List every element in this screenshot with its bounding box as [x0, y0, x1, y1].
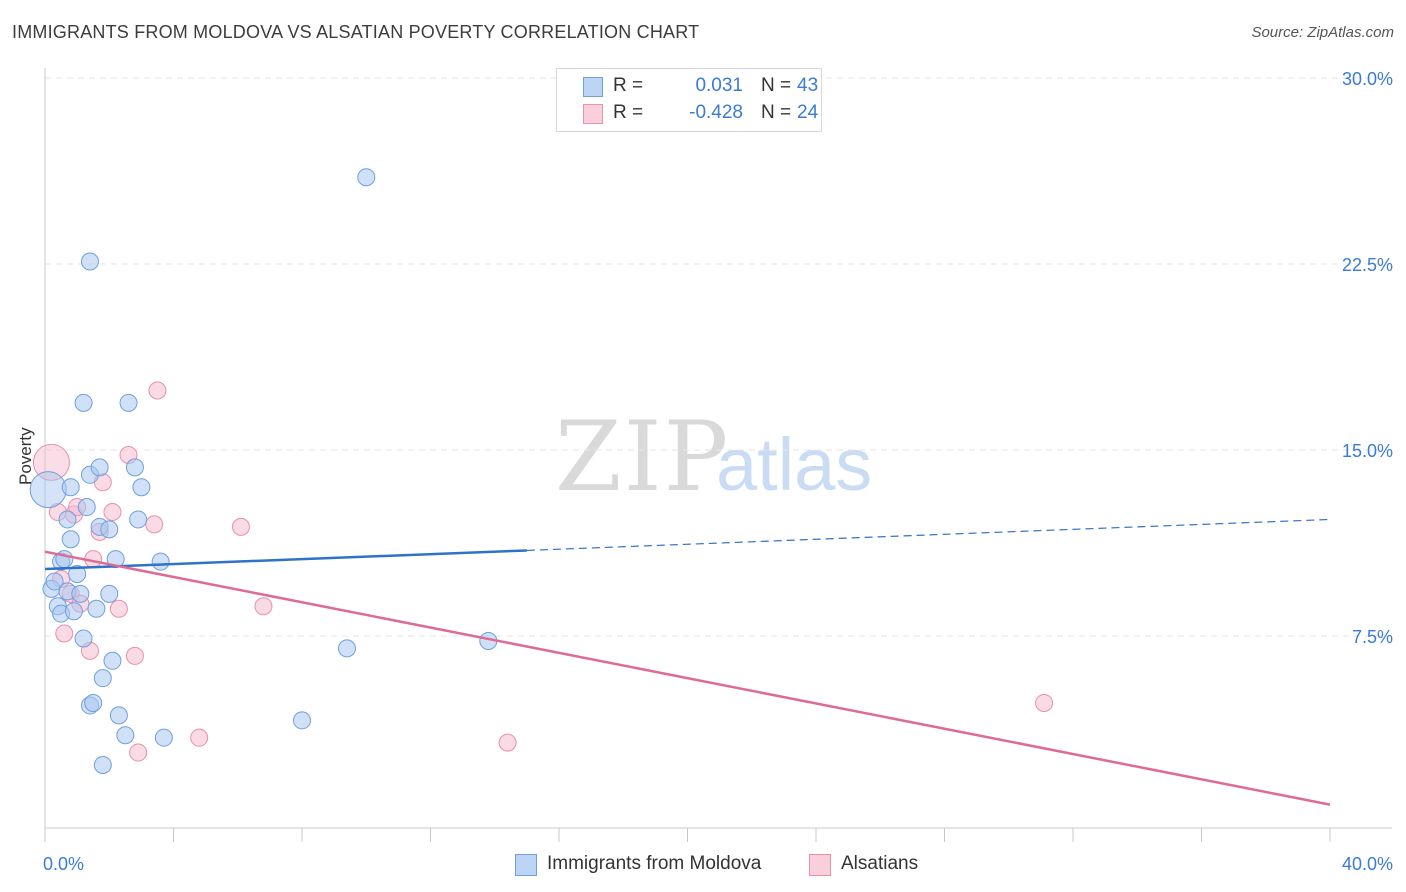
alsatian-point	[103, 503, 122, 521]
moldova-point	[103, 651, 122, 670]
moldova-point	[87, 599, 106, 618]
alsatian-point	[1035, 693, 1054, 712]
alsatian-point	[148, 381, 167, 400]
moldova-point	[68, 565, 87, 583]
moldova-point	[58, 510, 77, 529]
moldova-point	[129, 510, 148, 529]
alsatian-trend-line	[44, 550, 1331, 806]
moldova-point	[154, 728, 173, 747]
bottom-legend-label: Immigrants from Moldova	[547, 853, 762, 874]
bottom-legend: Immigrants from Moldova Alsatians	[0, 852, 1406, 878]
alsatian-points	[32, 381, 1054, 762]
y-tick-label: 22.5%	[1342, 255, 1393, 275]
alsatian-swatch	[583, 104, 603, 124]
watermark-atlas: atlas	[716, 423, 872, 506]
moldova-swatch	[583, 77, 603, 97]
moldova-point	[337, 639, 356, 658]
moldova-point	[45, 572, 64, 591]
moldova-point	[61, 530, 80, 549]
legend-r-value: 0.031	[695, 75, 743, 96]
moldova-point	[64, 602, 83, 621]
moldova-point	[132, 478, 151, 497]
chart-title: IMMIGRANTS FROM MOLDOVA VS ALSATIAN POVE…	[12, 22, 700, 42]
moldova-swatch	[515, 854, 537, 876]
alsatian-point	[55, 624, 74, 643]
legend-n-label: N =	[761, 75, 792, 96]
moldova-point	[71, 584, 90, 603]
moldova-point	[77, 498, 96, 517]
legend: R = 0.031 N = 43 R = -0.428 N = 24	[556, 68, 822, 132]
moldova-point	[74, 629, 93, 648]
moldova-point	[109, 706, 128, 725]
y-tick-label: 7.5%	[1352, 627, 1393, 647]
moldova-point	[116, 726, 135, 745]
alsatian-point	[254, 597, 273, 616]
bottom-legend-label: Alsatians	[841, 853, 919, 874]
legend-n-value: 24	[797, 102, 819, 123]
chart-source: Source: ZipAtlas.com	[1251, 24, 1394, 41]
moldova-point	[61, 478, 80, 497]
y-axis-title: Poverty	[16, 427, 35, 485]
alsatian-point	[231, 517, 250, 536]
moldova-point	[293, 711, 311, 730]
alsatian-point	[190, 728, 209, 747]
moldova-point	[93, 669, 112, 688]
moldova-point	[119, 393, 138, 412]
moldova-point	[125, 458, 144, 477]
x-tick-label: 0.0%	[43, 854, 84, 874]
x-tick-label: 40.0%	[1342, 854, 1393, 874]
moldova-point	[90, 458, 109, 477]
alsatian-point	[109, 599, 128, 618]
y-tick-label: 15.0%	[1342, 441, 1393, 461]
alsatian-swatch	[809, 854, 831, 876]
moldova-points	[29, 168, 498, 774]
legend-n-label: N =	[761, 102, 792, 123]
moldova-point	[151, 552, 170, 571]
y-tick-label: 30.0%	[1342, 69, 1393, 89]
moldova-point	[100, 520, 119, 539]
moldova-point	[106, 550, 125, 569]
moldova-point	[80, 252, 99, 271]
alsatian-point	[498, 733, 517, 752]
moldova-point	[74, 393, 93, 412]
legend-r-label: R =	[613, 102, 644, 123]
alsatian-point	[145, 515, 164, 534]
alsatian-point	[125, 646, 144, 665]
alsatian-point	[129, 743, 148, 762]
moldova-point	[100, 584, 119, 603]
moldova-trend-extension	[526, 518, 1331, 552]
watermark-zip: ZIP	[555, 401, 730, 513]
moldova-point	[84, 693, 103, 712]
legend-n-value: 43	[797, 75, 819, 96]
legend-r-value: -0.428	[689, 102, 743, 123]
moldova-point	[93, 755, 112, 774]
moldova-point	[357, 168, 376, 187]
legend-r-label: R =	[613, 75, 644, 96]
moldova-trend-line	[44, 549, 527, 571]
